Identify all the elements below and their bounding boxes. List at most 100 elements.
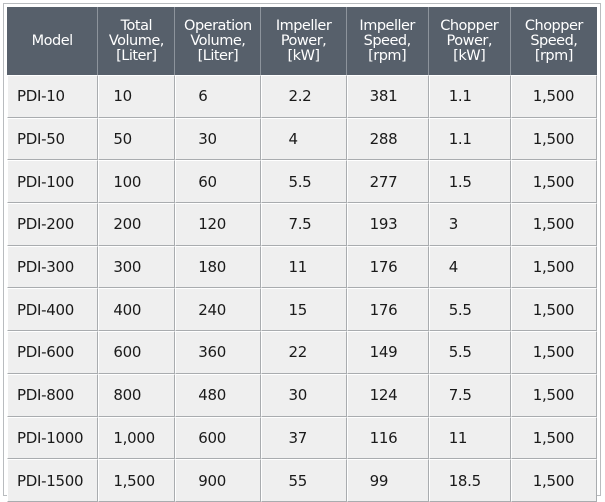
- table-row: PDI-300 300 180 11 176 4 1,500: [7, 245, 597, 289]
- header-total-volume-line3: [Liter]: [116, 47, 157, 64]
- cell-impeller-speed: 99: [346, 459, 429, 502]
- header-operation-volume: Operation Volume, [Liter]: [175, 7, 262, 75]
- table-row: PDI-800 800 480 30 124 7.5 1,500: [7, 373, 597, 417]
- cell-impeller-power: 15: [261, 288, 347, 332]
- cell-chopper-power: 7.5: [428, 373, 511, 417]
- header-impeller-power-line2: Power,: [280, 32, 327, 49]
- table-row: PDI-1500 1,500 900 55 99 18.5 1,500: [7, 459, 597, 502]
- header-model-line1: Model: [31, 32, 74, 49]
- cell-operation-volume: 180: [175, 245, 262, 289]
- cell-model: PDI-100: [7, 160, 99, 204]
- cell-impeller-power: 55: [261, 459, 347, 502]
- cell-operation-volume: 120: [175, 203, 262, 246]
- cell-chopper-speed: 1,500: [510, 459, 597, 502]
- cell-chopper-speed: 1,500: [510, 245, 597, 289]
- header-row: Model Total Volume, [Liter] Operation Vo…: [7, 7, 597, 75]
- cell-impeller-speed: 124: [346, 373, 429, 417]
- cell-total-volume: 50: [98, 117, 176, 161]
- cell-model: PDI-800: [7, 373, 99, 417]
- cell-impeller-speed: 176: [346, 288, 429, 332]
- cell-model: PDI-200: [7, 203, 99, 246]
- table-frame: Model Total Volume, [Liter] Operation Vo…: [3, 3, 601, 502]
- header-total-volume: Total Volume, [Liter]: [98, 7, 176, 75]
- cell-chopper-speed: 1,500: [510, 331, 597, 374]
- cell-total-volume: 300: [98, 245, 176, 289]
- cell-impeller-speed: 381: [346, 75, 429, 118]
- header-chopper-speed: Chopper Speed, [rpm]: [510, 7, 597, 75]
- cell-impeller-power: 5.5: [261, 160, 347, 204]
- table-row: PDI-400 400 240 15 176 5.5 1,500: [7, 288, 597, 332]
- header-chopper-power-line2: Power,: [446, 32, 492, 49]
- header-chopper-speed-line2: Speed,: [530, 32, 578, 49]
- cell-chopper-power: 5.5: [428, 331, 511, 374]
- cell-chopper-speed: 1,500: [510, 160, 597, 204]
- cell-operation-volume: 6: [175, 75, 262, 118]
- header-impeller-power-line1: Impeller: [275, 17, 332, 34]
- cell-impeller-speed: 176: [346, 245, 429, 289]
- cell-impeller-power: 11: [261, 245, 347, 289]
- header-chopper-power: Chopper Power, [kW]: [428, 7, 511, 75]
- cell-chopper-speed: 1,500: [510, 288, 597, 332]
- cell-total-volume: 400: [98, 288, 176, 332]
- cell-operation-volume: 900: [175, 459, 262, 502]
- header-chopper-speed-line1: Chopper: [524, 17, 583, 34]
- table-row: PDI-1000 1,000 600 37 116 11 1,500: [7, 416, 597, 460]
- cell-model: PDI-400: [7, 288, 99, 332]
- cell-operation-volume: 240: [175, 288, 262, 332]
- cell-impeller-power: 37: [261, 416, 347, 460]
- cell-operation-volume: 480: [175, 373, 262, 417]
- header-chopper-speed-line3: [rpm]: [534, 47, 574, 64]
- cell-chopper-power: 11: [428, 416, 511, 460]
- header-total-volume-line2: Volume,: [108, 32, 165, 49]
- cell-operation-volume: 360: [175, 331, 262, 374]
- cell-total-volume: 1,000: [98, 416, 176, 460]
- cell-operation-volume: 30: [175, 117, 262, 161]
- cell-chopper-speed: 1,500: [510, 416, 597, 460]
- cell-total-volume: 800: [98, 373, 176, 417]
- cell-chopper-power: 4: [428, 245, 511, 289]
- cell-chopper-speed: 1,500: [510, 117, 597, 161]
- cell-operation-volume: 60: [175, 160, 262, 204]
- cell-chopper-speed: 1,500: [510, 75, 597, 118]
- header-impeller-speed-line2: Speed,: [363, 32, 412, 49]
- cell-impeller-power: 7.5: [261, 203, 347, 246]
- table-row: PDI-100 100 60 5.5 277 1.5 1,500: [7, 160, 597, 204]
- header-impeller-speed: Impeller Speed, [rpm]: [346, 7, 429, 75]
- table-row: PDI-50 50 30 4 288 1.1 1,500: [7, 117, 597, 161]
- cell-total-volume: 100: [98, 160, 176, 204]
- cell-model: PDI-600: [7, 331, 99, 374]
- header-total-volume-line1: Total: [120, 17, 153, 34]
- header-impeller-speed-line3: [rpm]: [368, 47, 407, 64]
- header-impeller-speed-line1: Impeller: [359, 17, 415, 34]
- cell-chopper-power: 1.1: [428, 75, 511, 118]
- cell-total-volume: 600: [98, 331, 176, 374]
- header-operation-volume-line3: [Liter]: [197, 47, 239, 64]
- cell-impeller-power: 4: [261, 117, 347, 161]
- spec-table: Model Total Volume, [Liter] Operation Vo…: [7, 7, 597, 502]
- cell-impeller-speed: 288: [346, 117, 429, 161]
- header-impeller-power: Impeller Power, [kW]: [261, 7, 347, 75]
- header-model: Model: [7, 7, 99, 75]
- cell-impeller-power: 22: [261, 331, 347, 374]
- header-operation-volume-line1: Operation: [184, 17, 252, 34]
- table-header: Model Total Volume, [Liter] Operation Vo…: [7, 7, 597, 75]
- cell-impeller-speed: 277: [346, 160, 429, 204]
- header-operation-volume-line2: Volume,: [190, 32, 246, 49]
- cell-chopper-power: 1.5: [428, 160, 511, 204]
- cell-chopper-speed: 1,500: [510, 373, 597, 417]
- cell-impeller-speed: 193: [346, 203, 429, 246]
- cell-chopper-power: 3: [428, 203, 511, 246]
- header-impeller-power-line3: [kW]: [287, 47, 321, 64]
- table-row: PDI-200 200 120 7.5 193 3 1,500: [7, 203, 597, 246]
- cell-chopper-power: 5.5: [428, 288, 511, 332]
- cell-chopper-power: 1.1: [428, 117, 511, 161]
- table-row: PDI-600 600 360 22 149 5.5 1,500: [7, 331, 597, 374]
- cell-impeller-power: 30: [261, 373, 347, 417]
- table-body: PDI-10 10 6 2.2 381 1.1 1,500 PDI-50 50 …: [7, 75, 597, 502]
- header-chopper-power-line1: Chopper: [440, 17, 499, 34]
- cell-impeller-speed: 149: [346, 331, 429, 374]
- cell-model: PDI-50: [7, 117, 99, 161]
- cell-impeller-power: 2.2: [261, 75, 347, 118]
- cell-model: PDI-300: [7, 245, 99, 289]
- cell-total-volume: 1,500: [98, 459, 176, 502]
